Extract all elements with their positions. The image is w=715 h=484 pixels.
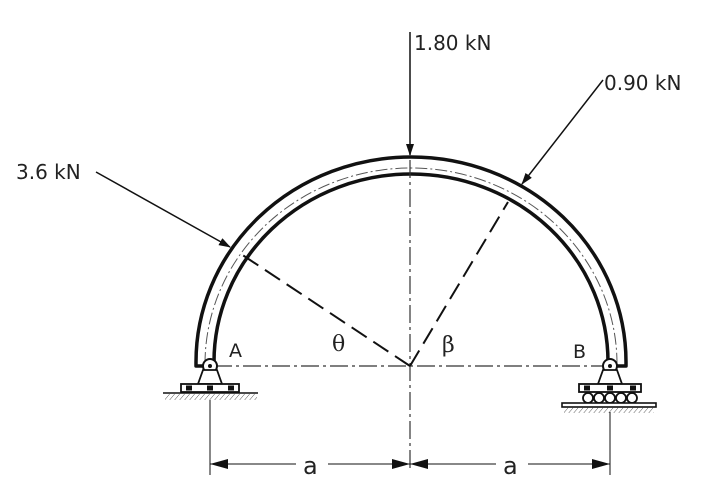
load-arrow-right (521, 79, 604, 185)
radius-line-beta (409, 201, 509, 367)
roller-support-b (561, 358, 657, 413)
load-arrow-left (95, 171, 231, 248)
curved-member (194, 155, 628, 368)
dimension-right (410, 459, 610, 469)
dimension-label-right: a (503, 452, 518, 480)
load-label-left: 3.6 kN (16, 160, 81, 184)
load-label-right: 0.90 kN (604, 71, 681, 95)
pin-support-a (163, 358, 258, 400)
angle-label-theta: θ (332, 332, 345, 357)
dimension-label-left: a (303, 452, 318, 480)
load-label-top: 1.80 kN (414, 31, 491, 55)
radius-line-theta (237, 251, 411, 367)
arch-centerline (204, 167, 618, 365)
dimension-left (210, 459, 410, 469)
angle-label-beta: β (442, 333, 455, 358)
support-label-b: B (573, 341, 586, 363)
support-label-a: A (229, 340, 242, 362)
